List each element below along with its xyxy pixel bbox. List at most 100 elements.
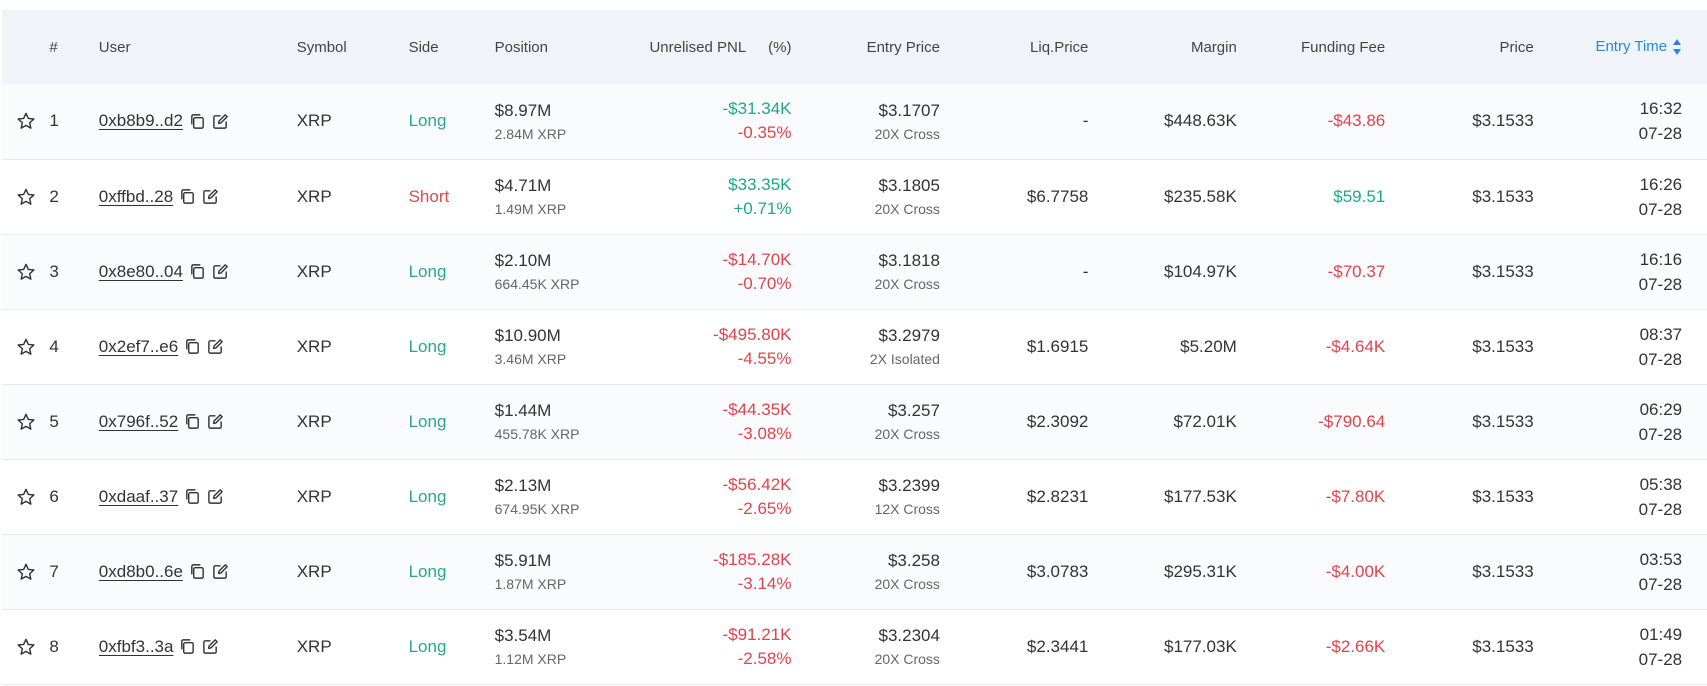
edit-icon[interactable] <box>207 338 224 355</box>
header-entry-time[interactable]: Entry Time <box>1534 10 1682 84</box>
entry-time-value: 01:49 <box>1639 624 1683 644</box>
entry-date-value: 07-28 <box>1638 199 1683 219</box>
sort-arrows-icon[interactable] <box>1672 38 1682 56</box>
header-pnl: Unrelised PNL (%) <box>645 10 791 84</box>
funding-fee-cell: -$790.64 <box>1318 411 1386 431</box>
edit-icon[interactable] <box>212 563 229 580</box>
favorite-cell <box>2 234 49 309</box>
pnl-value: -$91.21K <box>722 624 792 644</box>
table-row[interactable]: 6 0xdaaf..37 XRP Long $2.13M 674.95K XRP… <box>2 459 1707 534</box>
side-cell: Long <box>408 636 447 656</box>
entry-time-value: 16:32 <box>1639 99 1683 119</box>
header-funding-fee: Funding Fee <box>1301 38 1386 56</box>
star-outline-icon[interactable] <box>16 412 49 432</box>
rank-cell: 6 <box>49 486 59 506</box>
user-cell: 0xffbd..28 <box>99 159 297 234</box>
symbol-cell: XRP <box>296 636 332 656</box>
rank-cell: 8 <box>49 636 59 656</box>
pnl-value: -$185.28K <box>713 549 792 569</box>
star-outline-icon[interactable] <box>16 111 49 131</box>
copy-icon[interactable] <box>184 338 201 355</box>
entry-time-value: 08:37 <box>1639 324 1683 344</box>
pnl-cell: -$31.34K -0.35% <box>645 84 792 159</box>
entry-price-value: $3.2399 <box>878 476 940 495</box>
table-row[interactable]: 1 0xb8b9..d2 XRP Long $8.97M 2.84M XRP -… <box>2 84 1707 159</box>
user-address-link[interactable]: 0xb8b9..d2 <box>98 111 183 131</box>
position-qty: 455.78K XRP <box>494 426 580 442</box>
entry-date-value: 07-28 <box>1638 649 1683 669</box>
table-row[interactable]: 2 0xffbd..28 XRP Short $4.71M 1.49M XRP … <box>2 159 1707 234</box>
position-cell: $2.10M 664.45K XRP <box>495 234 646 309</box>
funding-fee-cell: -$4.00K <box>1325 561 1386 581</box>
copy-icon[interactable] <box>189 263 206 280</box>
table-row[interactable]: 5 0x796f..52 XRP Long $1.44M 455.78K XRP… <box>2 384 1707 459</box>
pnl-value: -$495.80K <box>713 324 792 344</box>
header-position: Position <box>494 38 548 56</box>
user-address-link[interactable]: 0x796f..52 <box>98 411 179 431</box>
pnl-cell: -$185.28K -3.14% <box>645 534 791 609</box>
star-outline-icon[interactable] <box>16 562 49 582</box>
star-outline-icon[interactable] <box>16 337 49 357</box>
price-cell: $3.1533 <box>1472 336 1534 356</box>
price-cell: $3.1533 <box>1472 411 1534 431</box>
header-pnl-pct: (%) <box>768 38 792 56</box>
edit-icon[interactable] <box>202 638 219 655</box>
side-cell: Short <box>408 186 450 206</box>
entry-price-cell: $3.1805 20X Cross <box>792 159 940 234</box>
copy-icon[interactable] <box>179 188 196 205</box>
header-margin: Margin <box>1190 38 1237 56</box>
edit-icon[interactable] <box>212 113 229 130</box>
leverage-mode: 20X Cross <box>874 276 940 292</box>
copy-icon[interactable] <box>184 488 201 505</box>
position-qty: 1.87M XRP <box>494 576 567 592</box>
user-cell: 0xd8b0..6e <box>99 534 297 609</box>
copy-icon[interactable] <box>189 563 206 580</box>
entry-time-cell: 08:37 07-28 <box>1534 309 1682 384</box>
liq-price-cell: $2.8231 <box>1026 486 1089 506</box>
edit-icon[interactable] <box>212 263 229 280</box>
price-cell: $3.1533 <box>1472 261 1534 281</box>
star-outline-icon[interactable] <box>16 187 49 207</box>
copy-icon[interactable] <box>184 413 201 430</box>
position-cell: $8.97M 2.84M XRP <box>495 84 646 159</box>
pnl-cell: -$91.21K -2.58% <box>645 609 792 684</box>
table-row[interactable]: 4 0x2ef7..e6 XRP Long $10.90M 3.46M XRP … <box>2 309 1707 384</box>
position-cell: $5.91M 1.87M XRP <box>495 534 646 609</box>
table-row[interactable]: 7 0xd8b0..6e XRP Long $5.91M 1.87M XRP -… <box>2 534 1707 609</box>
table-body: 1 0xb8b9..d2 XRP Long $8.97M 2.84M XRP -… <box>2 84 1707 684</box>
margin-cell: $177.53K <box>1164 486 1237 506</box>
rank-cell: 3 <box>49 261 59 281</box>
user-cell: 0xb8b9..d2 <box>99 84 297 159</box>
star-outline-icon[interactable] <box>16 262 49 282</box>
symbol-cell: XRP <box>296 561 332 581</box>
entry-date-value: 07-28 <box>1638 424 1683 444</box>
entry-time-sort-label[interactable]: Entry Time <box>1595 37 1668 55</box>
leverage-mode: 20X Cross <box>874 651 940 667</box>
position-value: $10.90M <box>494 326 561 345</box>
rank-cell: 1 <box>49 111 59 131</box>
pnl-cell: $33.35K +0.71% <box>645 159 791 234</box>
user-address-link[interactable]: 0x2ef7..e6 <box>98 336 179 356</box>
entry-price-cell: $3.1818 20X Cross <box>792 234 940 309</box>
pnl-cell: -$56.42K -2.65% <box>645 459 792 534</box>
copy-icon[interactable] <box>179 638 196 655</box>
user-address-link[interactable]: 0xffbd..28 <box>98 186 174 206</box>
table-row[interactable]: 3 0x8e80..04 XRP Long $2.10M 664.45K XRP… <box>2 234 1707 309</box>
user-address-link[interactable]: 0x8e80..04 <box>98 261 183 281</box>
star-outline-icon[interactable] <box>16 487 49 507</box>
user-address-link[interactable]: 0xfbf3..3a <box>98 636 174 656</box>
position-qty: 674.95K XRP <box>494 501 580 517</box>
copy-icon[interactable] <box>189 113 206 130</box>
table-row[interactable]: 8 0xfbf3..3a XRP Long $3.54M 1.12M XRP -… <box>2 609 1707 684</box>
price-cell: $3.1533 <box>1472 111 1534 131</box>
user-address-link[interactable]: 0xd8b0..6e <box>98 561 183 581</box>
pnl-cell: -$495.80K -4.55% <box>645 309 791 384</box>
entry-time-cell: 01:49 07-28 <box>1534 609 1682 684</box>
user-address-link[interactable]: 0xdaaf..37 <box>98 486 179 506</box>
edit-icon[interactable] <box>202 188 219 205</box>
star-outline-icon[interactable] <box>16 637 49 657</box>
edit-icon[interactable] <box>207 413 224 430</box>
funding-fee-cell: -$2.66K <box>1325 636 1386 656</box>
edit-icon[interactable] <box>207 488 224 505</box>
pnl-value: -$44.35K <box>722 399 792 419</box>
